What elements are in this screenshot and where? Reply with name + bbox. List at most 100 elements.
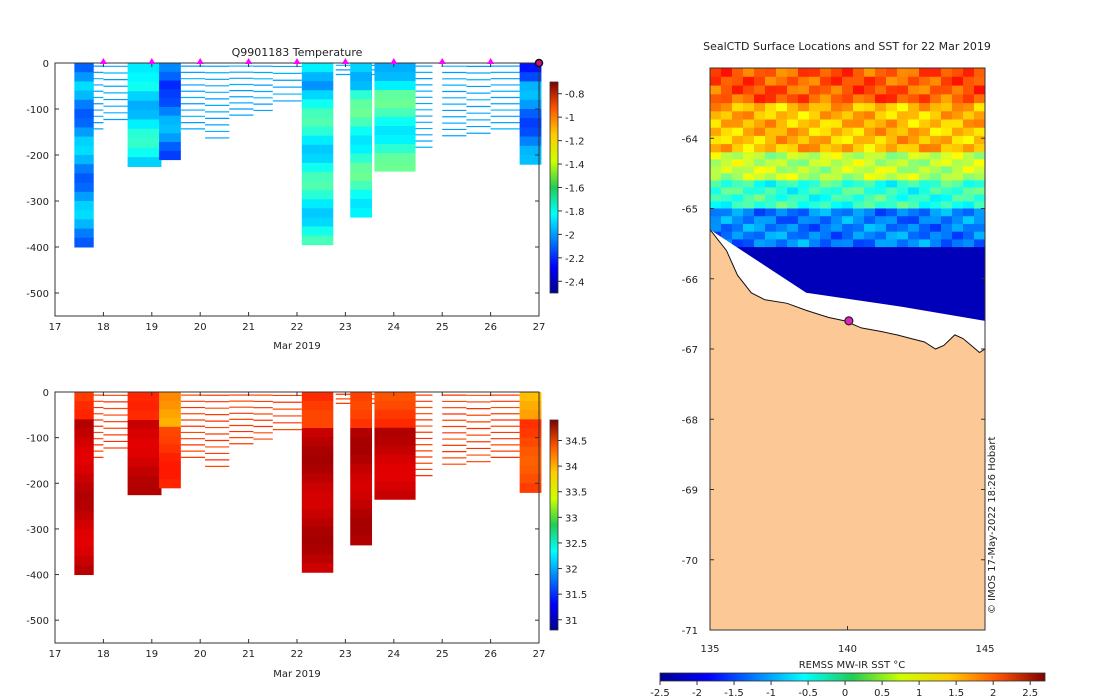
sst-cell: [974, 144, 986, 153]
sst-cell: [941, 135, 953, 145]
sst-cell: [941, 294, 953, 303]
y-tick-label: -71: [682, 626, 698, 637]
profile-cell: [301, 72, 334, 82]
sst-cell: [820, 76, 832, 87]
sst-cell: [798, 223, 810, 233]
profile-cell: [350, 126, 373, 137]
colorbar-tick-label: 0: [842, 688, 848, 699]
sst-cell: [941, 144, 953, 153]
sst-cell: [974, 301, 986, 311]
sst-cell: [974, 278, 986, 287]
sst-cell: [886, 231, 898, 240]
profile-cell: [159, 461, 181, 471]
sst-cell: [809, 187, 821, 195]
sst-cell: [952, 270, 964, 279]
sst-cell: [875, 103, 887, 112]
sst-cell: [886, 286, 898, 295]
sst-cell: [864, 85, 876, 95]
sst-cell: [743, 166, 755, 174]
sst-cell: [952, 119, 964, 129]
profile-cell: [519, 392, 542, 402]
sst-cell: [886, 216, 898, 225]
sst-cell: [776, 94, 788, 104]
sst-cell: [842, 231, 854, 240]
sst-cell: [754, 231, 766, 240]
sst-cell: [963, 119, 975, 129]
profile-cell: [374, 472, 416, 482]
sst-cell: [776, 223, 788, 233]
sst-cell: [974, 119, 986, 129]
sst-cell: [875, 247, 887, 256]
sst-cell: [831, 103, 843, 112]
sst-cell: [765, 201, 777, 209]
sst-cell: [864, 247, 876, 256]
sst-cell: [743, 119, 755, 129]
sst-cell: [787, 216, 799, 225]
sst-cell: [930, 144, 942, 153]
sst-cell: [710, 166, 722, 174]
sst-cell: [919, 208, 931, 217]
sst-cell: [754, 94, 766, 104]
colorbar-tick-label: -1.2: [565, 137, 585, 148]
profile-cell: [74, 501, 94, 512]
sst-cell: [842, 85, 854, 95]
y-tick-label: -400: [26, 571, 49, 582]
sst-cell: [963, 294, 975, 303]
sst-cell: [952, 159, 964, 167]
profile-cell: [159, 392, 181, 402]
sst-cell: [886, 85, 898, 95]
sst-cell: [864, 270, 876, 279]
sst-cell: [831, 159, 843, 167]
profile-cell: [301, 536, 334, 546]
sst-cell: [930, 223, 942, 233]
sst-cell: [776, 76, 788, 87]
sst-cell: [963, 76, 975, 87]
sst-cell: [941, 278, 953, 287]
sst-cell: [875, 294, 887, 303]
profile-cell: [74, 401, 94, 411]
sst-cell: [776, 103, 788, 112]
sst-cell: [853, 135, 865, 145]
sst-cell: [941, 68, 953, 78]
profile-cell: [74, 237, 94, 248]
sst-cell: [963, 68, 975, 78]
sst-cell: [952, 216, 964, 225]
sst-cell: [743, 187, 755, 195]
colorbar-tick-label: -2.5: [650, 688, 670, 699]
sst-cell: [963, 270, 975, 279]
profile-cell: [350, 108, 373, 118]
sst-cell: [776, 68, 788, 78]
sst-cell: [974, 103, 986, 112]
sst-cell: [875, 286, 887, 295]
sst-cell: [853, 187, 865, 195]
x-tick-label: 26: [484, 322, 497, 333]
sst-cell: [809, 103, 821, 112]
sst-cell: [787, 231, 799, 240]
sst-cell: [952, 76, 964, 87]
sst-cell: [875, 194, 887, 202]
colorbar-tick-label: -2.2: [565, 254, 585, 265]
day-marker: [390, 58, 398, 64]
sst-map-panel: SealCTD Surface Locations and SST for 22…: [650, 40, 1046, 699]
sst-cell: [952, 231, 964, 240]
sst-cell: [853, 144, 865, 153]
sst-cell: [974, 173, 986, 181]
profile-cell: [301, 401, 334, 411]
sst-cell: [798, 85, 810, 95]
sst-cell: [919, 85, 931, 95]
sst-cell: [842, 94, 854, 104]
sst-cell: [897, 294, 909, 303]
sst-cell: [776, 173, 788, 181]
sst-cell: [919, 231, 931, 240]
sst-cell: [765, 180, 777, 188]
x-tick-label: 18: [97, 322, 110, 333]
sst-cell: [732, 201, 744, 209]
sst-cell: [842, 152, 854, 160]
sst-cell: [908, 76, 920, 87]
colorbar-tick-label: 32.5: [565, 539, 587, 550]
colorbar-tick-label: -2: [692, 688, 702, 699]
sst-cell: [710, 208, 722, 217]
profile-cell: [350, 72, 373, 82]
sst-cell: [809, 68, 821, 78]
profile-cell: [374, 392, 416, 402]
